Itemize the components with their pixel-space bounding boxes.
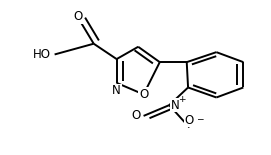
Text: N: N xyxy=(112,84,121,97)
Text: O: O xyxy=(132,109,141,122)
Text: −: − xyxy=(196,115,204,124)
Text: O: O xyxy=(185,114,194,127)
Text: +: + xyxy=(178,95,186,104)
Text: HO: HO xyxy=(33,48,51,61)
Text: O: O xyxy=(73,10,82,23)
Text: N: N xyxy=(170,99,179,112)
Text: O: O xyxy=(139,88,148,101)
